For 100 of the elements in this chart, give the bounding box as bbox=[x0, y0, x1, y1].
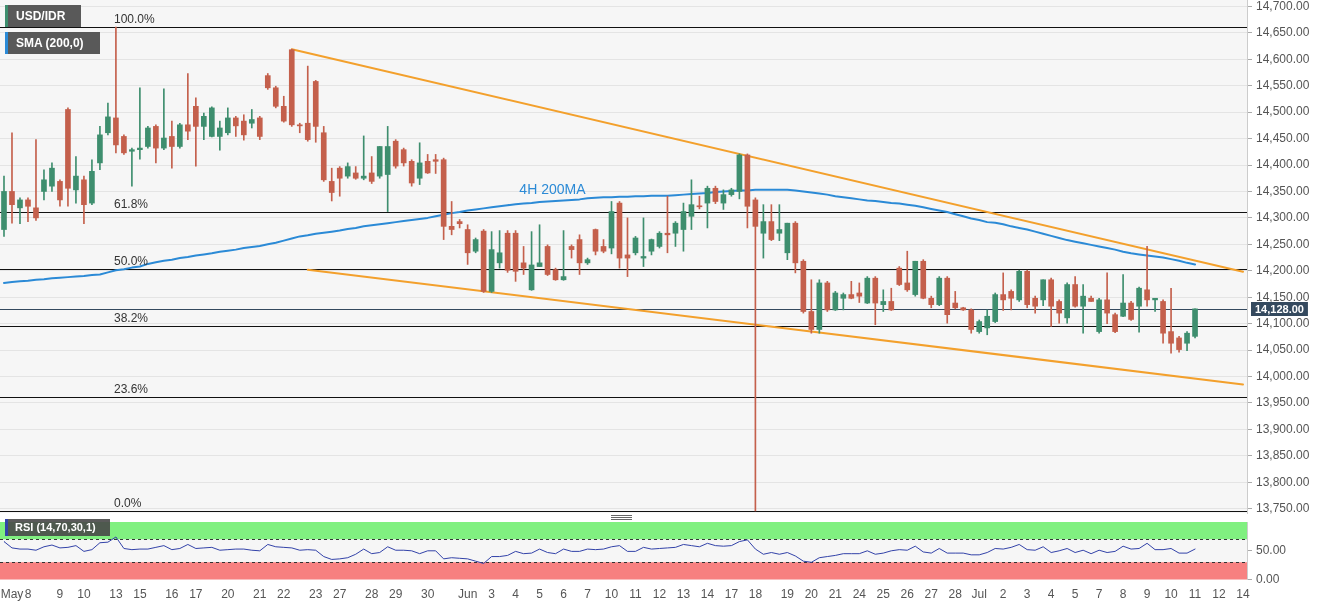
x-tick-label: 5 bbox=[536, 587, 544, 602]
candlestick bbox=[33, 139, 39, 221]
x-tick-label: May bbox=[0, 587, 24, 602]
x-tick-label: 22 bbox=[277, 587, 291, 602]
x-tick-label: 20 bbox=[221, 587, 235, 602]
x-tick-label: 17 bbox=[724, 587, 739, 602]
y-tick-label: 14,200.00 bbox=[1256, 263, 1310, 278]
y-tick-label: 13,800.00 bbox=[1256, 474, 1310, 489]
x-tick-label: 21 bbox=[828, 587, 843, 602]
x-tick-label: 7 bbox=[1095, 587, 1103, 602]
y-tick-label: 14,400.00 bbox=[1256, 157, 1310, 172]
x-tick-label: 26 bbox=[900, 587, 915, 602]
x-tick-label: 29 bbox=[389, 587, 403, 602]
x-tick-label: 12 bbox=[1212, 587, 1227, 602]
candlestick bbox=[1080, 284, 1086, 334]
legend-label: RSI (14,70,30,1) bbox=[5, 519, 110, 536]
x-tick-label: 9 bbox=[1143, 587, 1151, 602]
y-tick-label: 14,050.00 bbox=[1256, 342, 1310, 357]
x-tick-label: 28 bbox=[365, 587, 379, 602]
candlestick bbox=[1144, 246, 1150, 307]
x-tick-label: 13 bbox=[676, 587, 691, 602]
ref-line-label: 14,128.00 bbox=[1255, 302, 1304, 315]
y-tick-label: 13,850.00 bbox=[1256, 448, 1310, 463]
x-tick-label: 14 bbox=[1236, 587, 1250, 602]
x-tick-label: 11 bbox=[1188, 587, 1202, 602]
candlestick bbox=[296, 122, 303, 134]
x-tick-label: Jun bbox=[457, 587, 478, 602]
candlestick bbox=[1152, 297, 1158, 312]
x-tick-label: 27 bbox=[333, 587, 347, 602]
x-tick-label: 9 bbox=[56, 587, 64, 602]
legend-label: SMA (200,0) bbox=[5, 32, 100, 54]
candlestick bbox=[360, 135, 367, 181]
candlestick bbox=[880, 289, 887, 312]
x-tick-label: 16 bbox=[165, 587, 179, 602]
y-tick-label: 14,300.00 bbox=[1256, 210, 1310, 225]
x-tick-label: 15 bbox=[133, 587, 147, 602]
x-tick-label: 23 bbox=[309, 587, 323, 602]
x-tick-label: 24 bbox=[852, 587, 867, 602]
y-tick-label: 14,550.00 bbox=[1256, 77, 1310, 92]
x-tick-label: 8 bbox=[24, 587, 32, 602]
candlestick bbox=[185, 73, 191, 140]
candlestick bbox=[904, 250, 911, 292]
x-tick-label: 20 bbox=[804, 587, 819, 602]
candlestick bbox=[113, 26, 119, 154]
candlestick bbox=[137, 87, 143, 160]
annotation: 61.8% bbox=[114, 196, 149, 211]
x-tick-label: 3 bbox=[1023, 587, 1031, 602]
legend-label: USD/IDR bbox=[5, 5, 82, 27]
x-tick-label: 11 bbox=[629, 587, 643, 602]
candlestick bbox=[1168, 287, 1174, 354]
x-tick-label: 27 bbox=[924, 587, 939, 602]
x-tick-label: 14 bbox=[700, 587, 715, 602]
x-tick-label: 21 bbox=[253, 587, 267, 602]
x-tick-label: 19 bbox=[780, 587, 795, 602]
y-tick-label: 14,650.00 bbox=[1256, 25, 1310, 40]
annotation: 100.0% bbox=[114, 12, 156, 27]
y-tick-label: 14,500.00 bbox=[1256, 104, 1310, 119]
candlestick bbox=[9, 132, 15, 224]
x-tick-label: 4 bbox=[512, 587, 520, 602]
x-tick-label: 12 bbox=[652, 587, 667, 602]
x-tick-label: 13 bbox=[109, 587, 123, 602]
x-tick-label: 6 bbox=[560, 587, 568, 602]
annotation: 23.6% bbox=[114, 381, 149, 396]
x-tick-label: 2 bbox=[999, 587, 1007, 602]
annotation: 0.0% bbox=[114, 496, 142, 511]
x-tick-label: 10 bbox=[77, 587, 91, 602]
x-tick-label: 7 bbox=[584, 587, 592, 602]
y-tick-label: 13,900.00 bbox=[1256, 421, 1310, 436]
x-tick-label: Jul bbox=[971, 587, 987, 602]
candlestick bbox=[169, 120, 175, 169]
x-tick-label: 17 bbox=[189, 587, 203, 602]
y-tick-label: 14,150.00 bbox=[1256, 289, 1310, 304]
x-tick-label: 30 bbox=[420, 587, 435, 602]
y-tick-label: 14,250.00 bbox=[1256, 236, 1310, 251]
annotation: 38.2% bbox=[114, 311, 149, 326]
y-tick-label: 14,700.00 bbox=[1256, 0, 1310, 13]
y-tick-label: 14,450.00 bbox=[1256, 130, 1310, 145]
candlestick bbox=[304, 65, 311, 142]
x-tick-label: 4 bbox=[1047, 587, 1055, 602]
annotation: 4H 200MA bbox=[519, 180, 587, 197]
x-tick-label: 3 bbox=[488, 587, 496, 602]
y-tick-label: 14,000.00 bbox=[1256, 368, 1310, 383]
x-tick-label: 8 bbox=[1119, 587, 1127, 602]
candlestick bbox=[1000, 272, 1007, 311]
candlestick bbox=[129, 147, 135, 187]
y-tick-label: 14,100.00 bbox=[1256, 315, 1310, 330]
x-tick-label: 10 bbox=[1164, 587, 1179, 602]
y-tick-label: 50.00 bbox=[1256, 543, 1287, 558]
candlestick bbox=[161, 88, 167, 150]
y-tick-label: 13,750.00 bbox=[1256, 501, 1310, 516]
y-tick-label: 14,600.00 bbox=[1256, 51, 1310, 66]
x-tick-label: 5 bbox=[1071, 587, 1079, 602]
x-tick-label: 10 bbox=[604, 587, 619, 602]
x-tick-label: 18 bbox=[748, 587, 763, 602]
y-tick-label: 13,950.00 bbox=[1256, 395, 1310, 410]
annotation: 50.0% bbox=[114, 253, 149, 268]
x-tick-label: 28 bbox=[948, 587, 963, 602]
x-tick-label: 25 bbox=[876, 587, 891, 602]
y-tick-label: 14,350.00 bbox=[1256, 183, 1310, 198]
y-tick-label: 0.00 bbox=[1256, 571, 1280, 586]
